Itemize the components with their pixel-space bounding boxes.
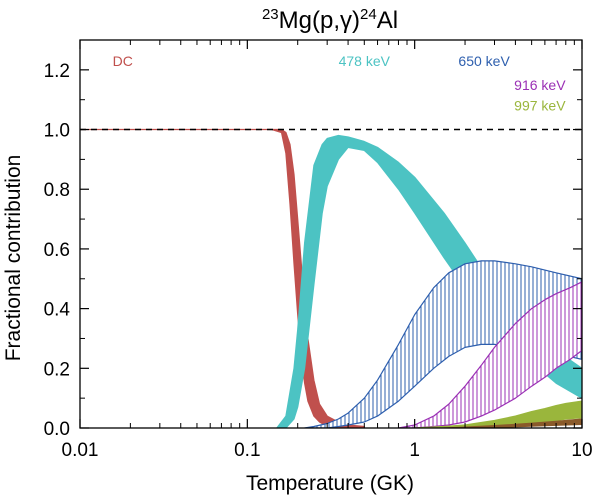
x-tick-label: 0.01	[62, 440, 99, 461]
y-tick-label: 0.8	[44, 180, 70, 201]
x-tick-label: 1	[409, 440, 420, 461]
x-tick-label: 0.1	[234, 440, 260, 461]
series-label-dc: DC	[113, 53, 133, 69]
title-part-2: )	[352, 7, 360, 34]
x-axis-title: Temperature (GK)	[246, 472, 414, 495]
y-axis-title: Fractional contribution	[2, 155, 25, 362]
series-label-478-kev: 478 keV	[339, 53, 391, 69]
y-tick-label: 1.0	[44, 121, 70, 142]
band-478-kev	[276, 134, 582, 428]
band-916-kev	[397, 281, 582, 428]
y-tick-label: 1.2	[44, 61, 70, 82]
title-part-1: Mg(p,	[279, 7, 340, 34]
title-part-3: Al	[377, 7, 398, 34]
chart-title: 23Mg(p,γ)24Al	[262, 6, 398, 34]
x-tick-label: 10	[571, 440, 592, 461]
series-bands	[80, 128, 582, 428]
series-label-916-kev: 916 keV	[514, 77, 566, 93]
band-series-5	[443, 418, 582, 428]
title-gamma: γ	[340, 7, 352, 34]
plot-frame	[79, 39, 583, 429]
title-superscript-1: 23	[262, 6, 279, 23]
band-650-kev	[304, 260, 582, 428]
y-tick-label: 0.6	[44, 240, 70, 261]
series-label-997-kev: 997 keV	[514, 98, 566, 114]
axis-ticks: 0.01 0.1 1 10 0.0 0.2 0.4 0.6 0.8 1.0 1.2	[44, 39, 593, 461]
y-tick-label: 0.2	[44, 359, 70, 380]
y-tick-label: 0.4	[44, 300, 71, 321]
title-superscript-2: 24	[360, 6, 377, 23]
series-label-650-kev: 650 keV	[458, 53, 510, 69]
y-tick-label: 0.0	[44, 419, 70, 440]
